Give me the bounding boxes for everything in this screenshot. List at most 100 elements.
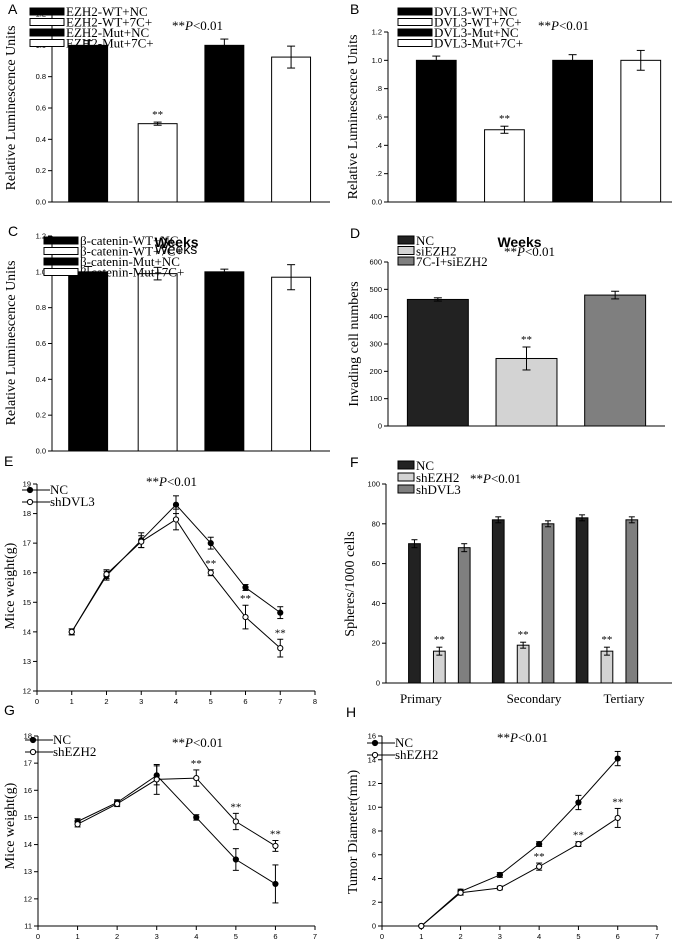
x-tick-label: 1 <box>70 697 74 706</box>
legend-label: β-catenin-WT+7C+ <box>80 244 183 259</box>
legend-label: β-catenin-WT+NC <box>80 233 178 248</box>
legend-label: DVL3-Mut+NC <box>434 25 519 40</box>
legend-swatch <box>397 460 415 470</box>
y-tick-label: 80 <box>372 519 380 528</box>
y-tick-label: .4 <box>376 141 382 150</box>
point-significance-label: ** <box>573 830 584 842</box>
x-tick-label: 3 <box>498 932 502 941</box>
legend-swatch <box>397 28 433 37</box>
y-tick-label: 100 <box>369 394 382 403</box>
legend-marker <box>371 751 379 759</box>
chart-svg-c: C 0.0 0.2 0.4 0.6 0.8 1.0 1.2 Relative Luminesce… <box>4 223 330 456</box>
y-tick-label: 500 <box>369 285 382 294</box>
legend-label: shDVL3 <box>416 482 461 497</box>
legend-marker <box>29 736 37 744</box>
significance-p: P <box>184 735 193 750</box>
bar-tertiary-3 <box>625 519 639 684</box>
x-tick-label: 7 <box>313 932 317 941</box>
point-significance-label: ** <box>191 758 202 770</box>
y-tick-label: 18 <box>23 509 31 518</box>
data-point <box>153 776 160 783</box>
bar-tertiary-2 <box>600 650 614 684</box>
y-axis-title: Relative Luminescence Units <box>4 261 19 426</box>
y-tick-label: 8 <box>372 827 376 836</box>
legend-label: DVL3-Mut+7C+ <box>434 36 523 51</box>
significance-stars: ** <box>497 730 510 745</box>
legend-marker <box>26 498 34 506</box>
y-tick-label: 12 <box>368 779 376 788</box>
legend-swatch <box>397 472 415 482</box>
y-tick-label: .8 <box>376 84 382 93</box>
significance-p: P <box>550 18 559 33</box>
bar-primary-1 <box>408 543 421 684</box>
data-point <box>207 569 214 576</box>
y-tick-label: 18 <box>24 732 32 741</box>
point-significance-label: ** <box>230 801 241 813</box>
panel-label: G <box>4 702 15 718</box>
y-tick-label: 12 <box>24 894 32 903</box>
data-point <box>272 880 279 888</box>
bar-2 <box>484 129 525 203</box>
legend-label: shEZH2 <box>395 747 438 762</box>
significance-p: P <box>158 474 167 489</box>
legend-label: DVL3-WT+7C+ <box>434 15 522 30</box>
y-tick-label: 1.2 <box>372 28 382 37</box>
y-tick-label: 1.0 <box>372 56 382 65</box>
x-tick-label: 0 <box>380 932 384 941</box>
y-tick-label: 0 <box>376 679 380 688</box>
bar-3 <box>584 294 647 427</box>
y-tick-label: .2 <box>376 169 382 178</box>
panel-label: E <box>4 453 13 469</box>
y-tick-label: 0.2 <box>36 166 46 175</box>
y-tick-label: 0.6 <box>36 104 46 113</box>
legend-label: DVL3-WT+NC <box>434 4 517 19</box>
bar-tertiary-1 <box>575 517 589 684</box>
panel-label: C <box>8 223 18 239</box>
significance-threshold: <0.01 <box>525 244 555 259</box>
y-tick-label: 0.8 <box>36 72 46 81</box>
data-point <box>232 856 239 863</box>
bar-3 <box>204 271 245 452</box>
significance-annotation: **P<0.01 <box>470 471 521 486</box>
legend-swatch <box>397 484 415 494</box>
y-tick-label: 0.4 <box>36 375 46 384</box>
legend-label: 7C-I+siEZH2 <box>416 254 488 269</box>
bar-primary-3 <box>457 547 471 684</box>
legend-label: NC <box>416 458 434 473</box>
data-point <box>242 584 249 591</box>
series-line-shdvl3 <box>71 518 281 649</box>
y-tick-label: 0 <box>372 922 376 931</box>
bar-4 <box>271 276 312 452</box>
significance-p: P <box>516 244 525 259</box>
chart-panel-e: E **P<0.01 12 13 14 15 16 17 18 19 Mice weight(g) 0… <box>0 241 340 706</box>
y-tick-label: 1.2 <box>36 232 46 241</box>
legend-swatch <box>29 18 65 26</box>
y-axis-title: Relative Luminescence Units <box>346 35 361 200</box>
y-tick-label: 12 <box>23 687 31 696</box>
data-point <box>277 645 284 652</box>
data-point <box>74 821 81 828</box>
x-tick-label: 1 <box>75 932 79 941</box>
x-tick-label: 2 <box>458 932 462 941</box>
chart-panel-c: C 0.0 0.2 0.4 0.6 0.8 1.0 1.2 Relative Luminesce… <box>0 223 340 458</box>
y-tick-label: 400 <box>369 312 382 321</box>
y-tick-label: 0 <box>378 422 382 431</box>
y-tick-label: 13 <box>23 657 31 666</box>
significance-stars: ** <box>172 18 185 33</box>
y-tick-label: 0.0 <box>36 198 46 207</box>
y-tick-label: 0.0 <box>372 198 382 207</box>
legend-label: NC <box>50 482 68 497</box>
significance-threshold: <0.01 <box>193 735 223 750</box>
significance-annotation: **P<0.01 <box>172 735 223 750</box>
legend-swatch <box>43 268 79 276</box>
significance-threshold: <0.01 <box>491 471 521 486</box>
panel-label: B <box>350 1 359 17</box>
bar-significance-label: ** <box>499 113 510 125</box>
data-point <box>242 613 249 621</box>
y-tick-label: 17 <box>24 759 32 768</box>
data-point <box>614 814 621 822</box>
legend-label: β-catenin-Mut+7C+ <box>80 265 184 280</box>
